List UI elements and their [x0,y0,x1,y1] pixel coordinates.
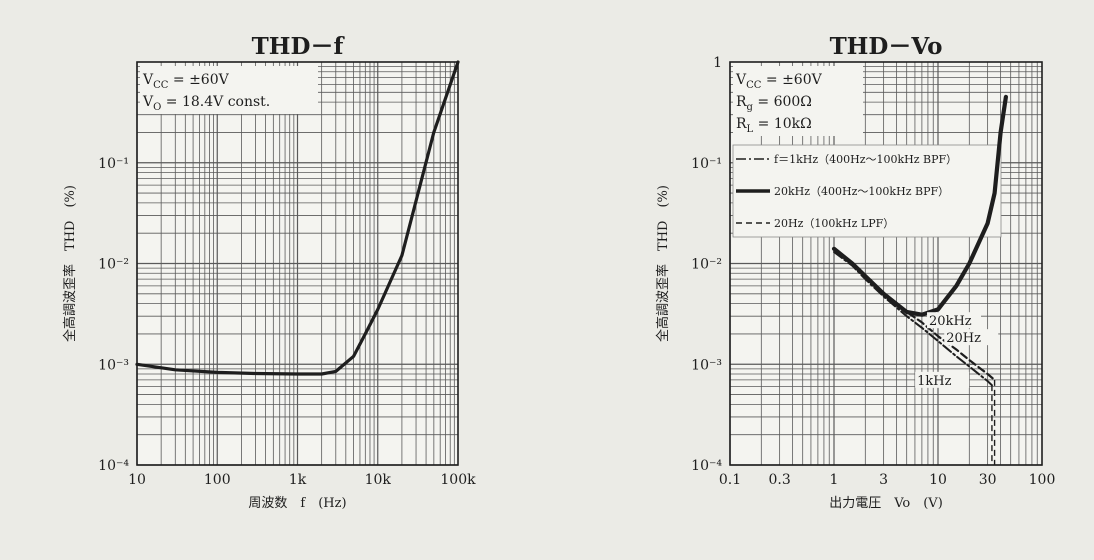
curve-label-bg [915,371,970,388]
chart-title: THD－f [252,33,346,60]
curve-label-bg [927,312,982,329]
x-tick-label: 100 [1029,472,1056,488]
chart-thd-vo: THD－Vo 0.1 0.3 1 3 10 30 100 1 10⁻¹ 10⁻² 10⁻³ 10⁻⁴ 出力… [655,33,1055,511]
y-axis-label: 全高調波歪率 THD (%) [655,185,671,342]
series-thd-line [135,60,460,376]
annotation-rl: RL = 10kΩ [736,116,812,135]
x-tick-label: 3 [879,472,888,488]
clip-drop-lines [991,379,996,465]
annotation-rg: Rg = 600Ω [736,94,812,113]
annotation-vcc: VCC = ±60V [735,72,823,91]
legend-label: f＝1kHz（400Hz～100kHz BPF） [774,153,957,166]
legend: f＝1kHz（400Hz～100kHz BPF） 20kHz（400Hz～100k… [732,144,1002,238]
chart-thd-f: THD－f 10 100 1k 10k 100k 10⁻⁴ 10⁻³ 10⁻² 10⁻¹ 周波数 f… [62,33,476,511]
x-axis-label: 周波数 f (Hz) [248,496,346,511]
curve-label: 20Hz [946,331,981,346]
series-line-20khz [831,94,1008,317]
x-tick-label: 30 [979,472,997,488]
x-axis-label: 出力電圧 Vo (V) [829,496,943,511]
series-line-1khz [833,251,993,387]
y-tick-label: 10⁻⁴ [691,458,722,474]
chart-title: THD－Vo [830,33,943,60]
curve-label-bg [944,329,999,346]
x-tick-label: 10 [128,472,146,488]
annotation-box [140,66,318,114]
series-line-20hz [832,247,996,381]
plot-frame [729,61,1043,466]
curve-label: 20kHz [929,314,972,329]
x-tick-label: 0.3 [768,472,790,488]
legend-label: 20kHz（400Hz～100kHz BPF） [774,185,949,198]
y-tick-label: 10⁻³ [691,357,722,373]
y-tick-label: 10⁻¹ [691,156,722,172]
y-tick-label: 10⁻¹ [98,156,129,172]
x-tick-label: 0.1 [719,472,741,488]
legend-box [732,144,1002,238]
x-tick-label: 10 [929,472,947,488]
x-tick-label: 1k [289,472,307,488]
curve-label: 1kHz [917,374,951,389]
x-tick-label: 1 [830,472,839,488]
y-tick-label: 10⁻² [691,257,722,273]
annotation-vo: VO = 18.4V const. [142,94,270,113]
annotation-vcc: VCC = ±60V [142,72,230,91]
legend-label: 20Hz（100kHz LPF） [774,217,894,230]
x-tick-label: 100 [204,472,231,488]
y-tick-label: 10⁻² [98,257,129,273]
y-axis-label: 全高調波歪率 THD (%) [62,185,78,342]
y-tick-label: 1 [713,55,722,71]
x-tick-label: 100k [440,472,476,488]
x-tick-label: 10k [365,472,392,488]
plot-frame [136,61,459,466]
y-tick-label: 10⁻⁴ [98,458,129,474]
y-tick-label: 10⁻³ [98,357,129,373]
annotation-box [733,66,863,136]
